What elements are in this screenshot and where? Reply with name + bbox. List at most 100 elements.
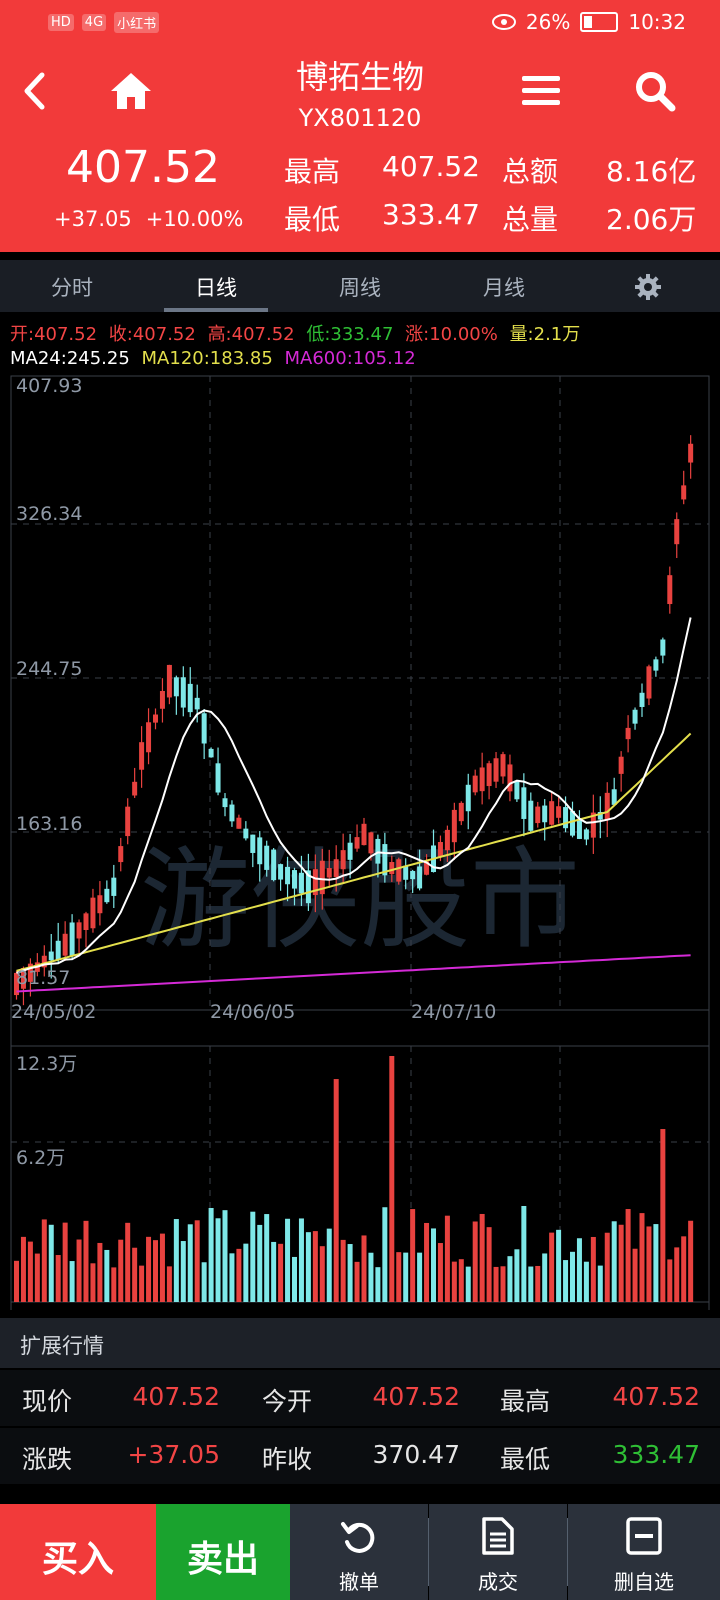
tab-daily[interactable]: 日线 [195,276,237,300]
stock-name: 博拓生物 [295,58,424,96]
volume-bar [576,1238,582,1302]
candle-body [41,955,47,968]
quote-value: +37.05 [127,1440,220,1469]
candle-body [375,838,381,864]
candle-body [444,829,450,851]
candle-body [340,850,346,870]
volume-bar [382,1207,388,1302]
tab-intraday[interactable]: 分时 [51,276,93,300]
volume-bar [27,1241,33,1302]
volume-bar [458,1259,464,1302]
battery-level: 26% [525,10,571,34]
date-tick: 24/07/10 [411,1001,496,1023]
quote-label: 涨跌 [22,1445,73,1474]
volume-bar [396,1252,402,1302]
volume-bar [417,1252,423,1302]
quote-row: 涨跌 +37.05 昨收 370.47 最低 333.47 [0,1428,720,1484]
volume-bar [305,1232,311,1302]
volume-bar [194,1220,200,1302]
volume-bar [298,1218,304,1302]
candle-body [611,789,617,805]
volume-bar [312,1231,318,1302]
candle-body [458,802,464,822]
quote-value: 370.47 [372,1440,460,1469]
candle-body [576,818,582,839]
menu-icon[interactable] [522,74,560,106]
volume-bar [583,1261,589,1302]
quote-value: 407.52 [612,1382,700,1411]
amount-label: 总额 [502,155,559,188]
volume-bar [639,1213,645,1302]
volume-value: 2.06万 [606,203,697,236]
ohlc-close: 收:407.52 [108,324,196,345]
quote-value: 407.52 [132,1382,220,1411]
volume-bar [132,1247,138,1302]
volume-bar [500,1266,506,1302]
price-tick: 244.75 [16,658,82,680]
volume-bar [389,1056,395,1302]
tab-weekly[interactable]: 周线 [339,276,381,300]
buy-label: 买入 [41,1539,114,1580]
sell-label: 卖出 [186,1539,259,1580]
candle-body [166,664,172,698]
candle-body [424,861,430,875]
candle-body [97,895,103,914]
candle-body [83,913,89,930]
volume-bar [465,1266,471,1302]
volume-bar [285,1218,291,1302]
volume-bar [319,1246,325,1302]
volume-bar [340,1239,346,1302]
candle-body [361,823,367,846]
price-change-pct: +10.00% [145,207,244,231]
candle-body [451,809,457,843]
volume-bar [55,1255,61,1302]
trades-button[interactable]: 成交 [429,1504,567,1600]
candle-body [250,834,256,853]
status-bar: HD 4G 小红书 26% 10:32 [0,0,720,48]
volume-bar [521,1205,527,1302]
cancel-order-button[interactable]: 撤单 [290,1504,428,1600]
date-tick: 24/05/02 [11,1001,96,1023]
candle-body [278,864,284,880]
high-value: 407.52 [382,150,480,183]
kline-chart[interactable]: 游侠股市 407.93 326.34 244.75 163.16 81.57 2… [0,370,720,1310]
candle-body [688,443,694,463]
tab-monthly[interactable]: 月线 [483,276,525,300]
volume-bar [201,1262,207,1302]
volume-bar [556,1229,562,1302]
cancel-order-label: 撤单 [339,1570,379,1594]
volume-bar [625,1209,631,1302]
candle-body [528,800,534,831]
volume-bar [667,1259,673,1302]
remove-watchlist-button[interactable]: 删自选 [568,1504,720,1600]
remove-watchlist-label: 删自选 [614,1570,674,1594]
volume-bar [236,1248,242,1302]
price-tick: 163.16 [16,813,82,835]
ma24-label: MA24:245.25 [10,348,130,369]
candle-body [542,805,548,823]
volume-bar [354,1261,360,1302]
settings-icon[interactable] [634,273,662,301]
home-icon[interactable] [108,70,154,112]
clock: 10:32 [628,10,686,34]
volume-bar [347,1244,353,1302]
candle-body [292,870,297,889]
ohlc-volume: 量:2.1万 [509,324,581,345]
candle-body [305,870,311,904]
sell-button[interactable]: 卖出 [156,1504,290,1600]
volume-bar [486,1227,492,1302]
candle-body [69,922,75,956]
candle-body [76,922,82,939]
volume-bar [597,1265,603,1302]
volume-bar [646,1226,652,1302]
volume-bar [535,1265,541,1302]
candle-body [556,806,562,818]
candle-body [486,763,492,787]
volume-bar [264,1214,270,1302]
volume-bar [326,1228,332,1302]
buy-button[interactable]: 买入 [0,1504,156,1600]
back-icon[interactable] [22,72,46,110]
volume-tick: 6.2万 [16,1147,65,1169]
search-icon[interactable] [634,70,676,112]
high-label: 最高 [284,155,341,188]
